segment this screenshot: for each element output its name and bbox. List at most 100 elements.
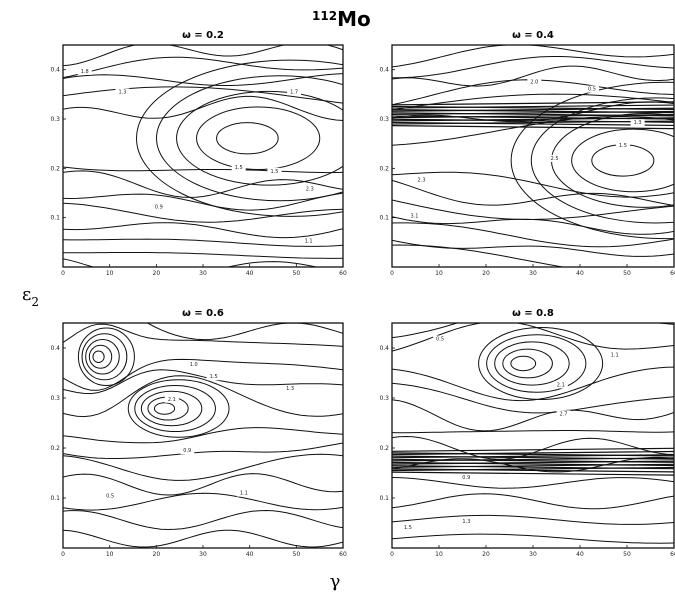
contour-label: 1.3 [286,386,294,392]
contour-line [63,358,343,391]
contour-label: 1.5 [235,165,243,171]
x-tick-label: 60 [339,551,347,558]
contour-line [392,447,674,452]
contour-line [392,179,674,206]
title-symbol: Mo [337,7,371,31]
contour-label-bg [115,88,130,96]
y-axis-subscript: 2 [31,295,39,309]
contour-label: 0.5 [436,336,444,342]
contour-label-bg [164,395,179,403]
contour-line [392,104,674,109]
contour-line [392,45,674,68]
panel-title: ω = 0.6 [182,308,224,319]
contour-label: 1.3 [118,89,126,95]
x-tick-label: 30 [199,270,207,277]
title-mass-number: 112 [312,9,337,23]
contour-line [392,514,674,525]
contour-label: 1.1 [305,239,313,245]
contour-loop [510,81,674,240]
contour-label-bg [584,85,599,93]
contour-line [392,244,567,267]
x-tick-label: 30 [529,270,537,277]
contour-panel: ω = 0.6 0 10 20 30 40 50 60 0.1 0.2 0.3 0.4 1.1 1.0 0.… [50,308,347,558]
contour-line [392,493,674,510]
contour-line [63,453,343,481]
contour-loop [153,402,176,415]
y-tick-label: 0.1 [379,495,389,502]
contour-label-bg [553,381,568,389]
contour-label-bg [556,410,571,418]
contour-line [392,382,674,414]
contour-label-bg [527,78,542,86]
contour-label-bg [231,163,246,171]
contour-line [392,323,674,352]
contour-loop [571,128,674,193]
contour-loop [127,379,230,438]
contour-line [63,95,343,121]
contour-label: 0.9 [462,475,470,481]
x-tick-label: 10 [435,270,443,277]
contour-label: 1.3 [462,519,470,525]
contour-label: 3.1 [410,213,418,219]
contour-line [392,477,674,489]
x-tick-label: 60 [339,270,347,277]
y-tick-label: 0.4 [379,67,389,74]
panel-title: ω = 0.4 [512,30,554,41]
contour-label: 0.9 [183,448,191,454]
contour-line [63,492,343,511]
y-axis-label: ε2 [22,284,39,309]
contour-line [392,171,674,198]
contour-label: 1.5 [210,374,218,380]
contour-label-bg [433,335,448,343]
x-tick-label: 20 [153,551,161,558]
contour-line [392,117,674,122]
contour-line [63,192,343,211]
contour-line [392,454,674,459]
contour-loop [196,106,321,170]
contour-label-bg [459,518,474,526]
contour-label-bg [615,141,630,149]
contour-line [392,216,674,235]
contour-label-bg [180,447,195,455]
contour-line [392,463,674,468]
contour-line [63,473,343,496]
panel-frame [391,322,675,549]
contour-line [392,107,674,112]
x-tick-label: 50 [293,270,301,277]
contour-line [146,323,343,341]
x-tick-label: 0 [390,270,394,277]
contour-label: 0.5 [106,493,114,499]
contour-line [392,125,674,130]
contour-lines [392,45,674,267]
contour-line [392,114,674,119]
contour-label-bg [283,384,298,392]
contour-label-bg [301,237,316,245]
panel-title: ω = 0.8 [512,308,554,319]
x-tick-label: 10 [106,270,114,277]
contour-label: 2.3 [418,178,426,184]
contour-label-bg [630,119,645,127]
contour-loop [88,344,113,369]
contour-label: 1.3 [634,120,642,126]
contour-line [392,366,674,402]
x-tick-label: 50 [623,551,631,558]
contour-label-bg [459,473,474,481]
contour-label-bg [302,185,317,193]
contour-label-bg [607,351,622,359]
contour-line [63,323,343,347]
x-tick-label: 20 [153,270,161,277]
contour-line [392,120,674,125]
contour-line [392,101,674,106]
contour-line [63,170,343,198]
x-tick-label: 10 [435,551,443,558]
contour-loop [81,333,128,381]
contour-label: 1.5 [404,525,412,531]
contour-lines [63,45,343,267]
contour-label-bg [151,203,166,211]
contour-loop [510,355,537,372]
contour-label-bg [267,167,282,175]
contour-label: 1.0 [190,362,198,368]
contour-loop [85,338,120,375]
panel-frame [62,322,344,549]
